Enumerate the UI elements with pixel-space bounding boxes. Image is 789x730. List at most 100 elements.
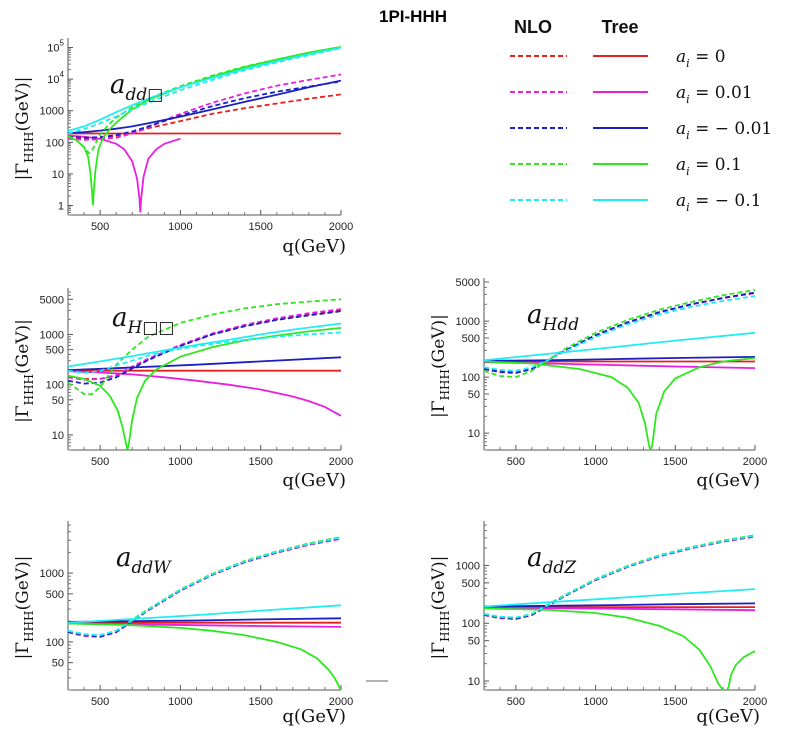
y-tick-label: 1000 — [40, 568, 64, 580]
series-line-dashed-1 — [68, 308, 341, 381]
y-tick-label: 500 — [462, 578, 480, 590]
series-group — [68, 298, 341, 450]
figure-title: 1PI-HHH — [379, 7, 447, 26]
series-group — [68, 536, 341, 690]
x-tick-label: 1500 — [663, 696, 687, 708]
x-tick-label: 2000 — [743, 456, 767, 468]
y-tick-label: 5000 — [40, 294, 64, 306]
series-line-solid-2 — [484, 602, 755, 608]
y-tick-label: 1000 — [456, 560, 480, 572]
panel-label: addZ — [527, 543, 577, 578]
y-tick-label: 100 — [46, 637, 64, 649]
series-line-solid-4 — [68, 322, 341, 368]
series-line-solid-4 — [484, 588, 755, 608]
y-tick-label: 100 — [462, 372, 480, 384]
x-tick-label: 1500 — [248, 456, 272, 468]
series-line-dashed-2 — [68, 80, 341, 139]
legend-entry-label: ai = 0.1 — [676, 155, 742, 178]
chart-panel-2: 500 1000 1500 2000105010050010005000aH□□q(G… — [13, 288, 353, 491]
series-line-solid-2 — [68, 617, 341, 623]
y-tick-label: 50 — [468, 636, 480, 648]
chart-panel-1: 500 1000 1500 2000 1 10 100 1000 104 105 add□ q(GeV… — [13, 38, 353, 257]
y-tick-label: 500 — [462, 333, 480, 345]
series-group — [484, 289, 755, 450]
series-line-solid-1 — [68, 370, 341, 417]
y-tick-label: 10 — [52, 169, 64, 181]
series-line-solid-2 — [68, 356, 341, 371]
y-tick-label: 105 — [47, 39, 64, 55]
y-tick-label: 1 — [58, 200, 64, 212]
y-tick-label: 5000 — [456, 277, 480, 289]
x-axis-label: q(GeV) — [282, 470, 346, 491]
legend-entry-label: ai = 0 — [676, 47, 726, 70]
chart-panel-3: 500 1000 1500 2000105010050010005000aHddq(G… — [429, 277, 767, 491]
x-tick-label: 1000 — [168, 221, 192, 233]
series-line-dashed-4 — [484, 295, 755, 372]
y-tick-label: 50 — [52, 658, 64, 670]
series-line-solid-1 — [68, 134, 181, 213]
x-tick-label: 500 — [91, 696, 109, 708]
legend-header-tree: Tree — [601, 17, 638, 37]
x-axis-label: q(GeV) — [696, 706, 760, 727]
x-tick-label: 500 — [91, 221, 109, 233]
series-line-solid-1 — [484, 606, 755, 612]
x-tick-label: 1000 — [583, 456, 607, 468]
x-axis-label: q(GeV) — [282, 706, 346, 727]
x-tick-label: 2000 — [743, 696, 767, 708]
y-axis-label: |ΓHHH(GeV)| — [13, 556, 36, 660]
series-line-solid-3 — [68, 327, 341, 450]
y-axis-label: |ΓHHH(GeV)| — [13, 77, 36, 181]
y-tick-label: 104 — [47, 70, 64, 86]
y-tick-label: 500 — [46, 589, 64, 601]
y-tick-label: 50 — [52, 395, 64, 407]
x-tick-label: 1500 — [248, 221, 272, 233]
x-tick-label: 1000 — [583, 696, 607, 708]
y-tick-label: 10 — [52, 430, 64, 442]
panel-label: aHdd — [527, 300, 579, 335]
legend-entry-label: ai = 0.01 — [676, 83, 753, 106]
legend-entry-label: ai = − 0.1 — [676, 191, 761, 214]
series-line-dashed-0 — [68, 93, 341, 140]
series-line-dashed-2 — [484, 291, 755, 374]
series-line-dashed-4 — [68, 47, 341, 135]
series-line-dashed-3 — [68, 46, 341, 155]
x-tick-label: 500 — [91, 456, 109, 468]
y-tick-label: 500 — [46, 345, 64, 357]
y-tick-label: 1000 — [40, 106, 64, 118]
panel-label: add□ — [110, 70, 163, 105]
y-tick-label: 100 — [46, 380, 64, 392]
legend-entry-label: ai = − 0.01 — [676, 119, 772, 142]
series-line-dashed-3 — [484, 289, 755, 379]
series-line-solid-2 — [68, 79, 341, 135]
chart-panel-4: 500 1000 1500 2000 50 100 500 1000 addW q(GeV) |ΓH… — [13, 521, 353, 727]
y-tick-label: 1000 — [40, 329, 64, 341]
series-line-dashed-4 — [68, 536, 341, 637]
series-line-solid-3 — [68, 622, 341, 690]
series-line-solid-3 — [484, 357, 755, 450]
legend: NLO Tree ai = 0 ai = 0.01 ai = − 0.01 ai = 0.… — [510, 17, 772, 214]
x-tick-label: 2000 — [329, 456, 353, 468]
panels: 500 1000 1500 2000 1 10 100 1000 104 105 add□ q(GeV… — [13, 38, 767, 727]
x-tick-label: 1500 — [663, 456, 687, 468]
series-line-dashed-4 — [484, 534, 755, 619]
panel-label: addW — [116, 543, 172, 578]
x-tick-label: 1500 — [248, 696, 272, 708]
x-tick-label: 1000 — [168, 696, 192, 708]
series-line-solid-4 — [68, 604, 341, 624]
series-line-solid-3 — [484, 607, 755, 690]
y-tick-label: 100 — [462, 618, 480, 630]
panel-label: aH□□ — [112, 303, 174, 338]
y-tick-label: 50 — [468, 389, 480, 401]
y-axis-label: |ΓHHH(GeV)| — [13, 319, 36, 423]
y-axis-label: |ΓHHH(GeV)| — [429, 314, 452, 418]
legend-header-nlo: NLO — [514, 17, 552, 37]
x-axis-label: q(GeV) — [696, 470, 760, 491]
series-group — [68, 46, 341, 213]
series-line-dashed-4 — [68, 331, 341, 375]
series-line-solid-2 — [484, 356, 755, 362]
x-tick-label: 500 — [507, 456, 525, 468]
x-axis-label: q(GeV) — [282, 236, 346, 257]
x-tick-label: 1000 — [168, 456, 192, 468]
x-tick-label: 500 — [507, 696, 525, 708]
series-group — [484, 534, 755, 690]
